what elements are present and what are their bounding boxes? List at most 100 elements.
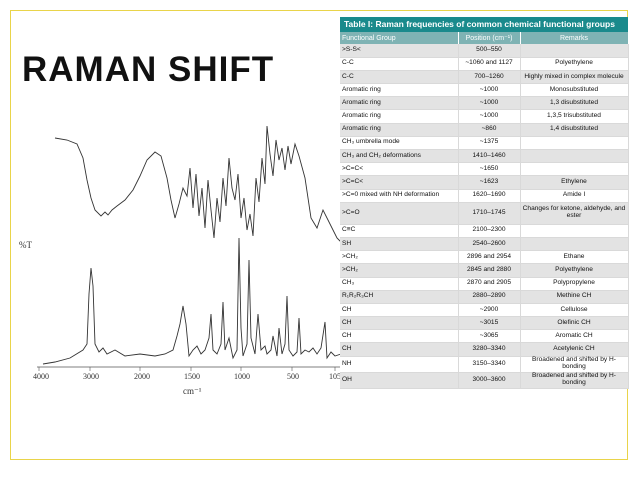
cell-remarks: Highly mixed in complex molecule [520,70,629,85]
table-row: SH 2540–2600 [340,237,629,252]
cell-position: 500–550 [458,44,521,58]
cell-position: 700–1260 [458,70,521,85]
cell-position: 3000–3600 [458,372,521,389]
cell-functional-group: >C=O [340,202,459,225]
cell-position: 2896 and 2954 [458,250,521,265]
tick-label-2000: 2000 [134,372,150,381]
cell-functional-group: >C=0 mixed with NH deformation [340,189,459,203]
cell-remarks: Olefinic CH [520,316,629,331]
cell-remarks: Methine CH [520,290,629,304]
ir-spectrum-trace [54,125,342,243]
cell-position: ~3065 [458,329,521,344]
cell-remarks [520,136,629,151]
x-axis-ticks [38,367,336,371]
spectrum-figure: 4000 3000 2000 1500 1000 500 105 %T cm⁻¹ [19,125,342,396]
cell-remarks: Polyethylene [520,57,629,71]
tick-label-1000: 1000 [234,372,250,381]
raman-spectrum-trace [42,237,342,365]
cell-remarks: 1,3,5 trisubstituted [520,109,629,124]
table-row: CH₃ 2870 and 2905 Polypropylene [340,277,629,291]
table-title: Table I: Raman frequencies of common che… [340,17,628,32]
raman-frequency-table: Table I: Raman frequencies of common che… [340,17,629,389]
table-body: >S-S< 500–550 C-C ~1060 and 1127 Polyethylen… [340,44,629,389]
cell-position: ~1000 [458,83,521,98]
table-row: >CH₂ 2845 and 2880 Polyethylene [340,263,629,278]
cell-functional-group: >S-S< [340,44,459,58]
cell-functional-group: C-C [340,57,459,71]
cell-remarks: Acetylenic CH [520,342,629,357]
cell-remarks: Ethane [520,250,629,265]
cell-position: 2845 and 2880 [458,263,521,278]
cell-functional-group: >CH₂ [340,263,459,278]
cell-functional-group: CH [340,342,459,357]
cell-functional-group: Aromatic ring [340,83,459,98]
cell-functional-group: Aromatic ring [340,123,459,137]
cell-position: ~2900 [458,303,521,318]
cell-position: ~860 [458,123,521,137]
cell-functional-group: >C=C< [340,162,459,177]
slide-title: RAMAN SHIFT [22,50,275,89]
cell-position: 3150–3340 [458,356,521,373]
cell-position: 2880–2890 [458,290,521,304]
table-row: CH ~3065 Aromatic CH [340,329,629,344]
table-row: OH 3000–3600 Broadened and shifted by H-bo… [340,372,629,389]
cell-position: ~1000 [458,96,521,111]
table-row: CH ~2900 Cellulose [340,303,629,318]
cell-remarks [520,224,629,238]
cell-remarks [520,237,629,252]
cell-remarks: 1,4 disubstituted [520,123,629,137]
y-axis-label: %T [19,240,32,250]
cell-remarks [520,44,629,58]
table-row: CH₃ and CH₂ deformations 1410–1460 [340,149,629,164]
header-position: Position (cm⁻¹) [458,32,521,44]
cell-position: ~1650 [458,162,521,177]
cell-functional-group: CH [340,303,459,318]
tick-label-3000: 3000 [83,372,99,381]
cell-functional-group: CH₃ and CH₂ deformations [340,149,459,164]
cell-position: ~1060 and 1127 [458,57,521,71]
table-row: >C=O 1710–1745 Changes for ketone, aldehyd… [340,202,629,225]
cell-functional-group: C-C [340,70,459,85]
cell-position: 3280–3340 [458,342,521,357]
cell-functional-group: >C=C< [340,175,459,190]
cell-remarks [520,162,629,177]
table-row: CH 3280–3340 Acetylenic CH [340,342,629,357]
cell-remarks: 1,3 disubstituted [520,96,629,111]
cell-position: 1410–1460 [458,149,521,164]
cell-functional-group: Aromatic ring [340,96,459,111]
table-row: >C=0 mixed with NH deformation 1620–1690 A… [340,189,629,203]
cell-remarks: Amide I [520,189,629,203]
cell-remarks: Ethylene [520,175,629,190]
cell-remarks: Polypropylene [520,277,629,291]
tick-label-105: 105 [329,372,341,381]
cell-functional-group: Aromatic ring [340,109,459,124]
header-remarks: Remarks [520,32,629,44]
cell-remarks: Broadened and shifted by H-bonding [520,372,629,389]
cell-functional-group: CH₃ [340,277,459,291]
cell-functional-group: >CH₂ [340,250,459,265]
tick-label-1500: 1500 [184,372,200,381]
tick-label-500: 500 [287,372,299,381]
cell-remarks: Changes for ketone, aldehyde, and ester [520,202,629,225]
cell-position: ~3015 [458,316,521,331]
cell-position: ~1000 [458,109,521,124]
table-row: Aromatic ring ~1000 1,3,5 trisubstituted [340,109,629,124]
table-grid: Functional Group Position (cm⁻¹) Remarks… [340,32,629,389]
cell-remarks: Aromatic CH [520,329,629,344]
table-row: Aromatic ring ~1000 Monosubstituted [340,83,629,98]
cell-remarks: Cellulose [520,303,629,318]
cell-position: ~1375 [458,136,521,151]
cell-position: 2540–2600 [458,237,521,252]
cell-position: 2870 and 2905 [458,277,521,291]
cell-functional-group: NH [340,356,459,373]
cell-functional-group: R₁R₂R₃CH [340,290,459,304]
cell-remarks [520,149,629,164]
table-header-row: Functional Group Position (cm⁻¹) Remarks [340,32,629,44]
x-axis-label: cm⁻¹ [183,386,202,396]
table-row: C≡C 2100–2300 [340,224,629,238]
table-row: Aromatic ring ~1000 1,3 disubstituted [340,96,629,111]
header-functional-group: Functional Group [340,32,459,44]
cell-position: 1620–1690 [458,189,521,203]
table-row: CH ~3015 Olefinic CH [340,316,629,331]
cell-remarks: Broadened and shifted by H-bonding [520,356,629,373]
